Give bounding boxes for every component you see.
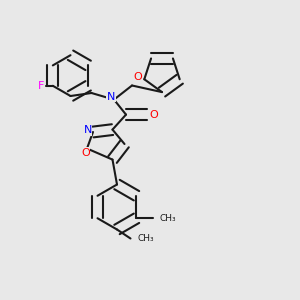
Text: N: N xyxy=(83,125,92,136)
Text: N: N xyxy=(107,92,115,102)
Text: CH₃: CH₃ xyxy=(160,214,176,223)
Text: CH₃: CH₃ xyxy=(137,234,154,243)
Text: O: O xyxy=(81,148,90,158)
Text: O: O xyxy=(149,110,158,120)
Text: O: O xyxy=(133,72,142,82)
Text: F: F xyxy=(38,81,44,91)
